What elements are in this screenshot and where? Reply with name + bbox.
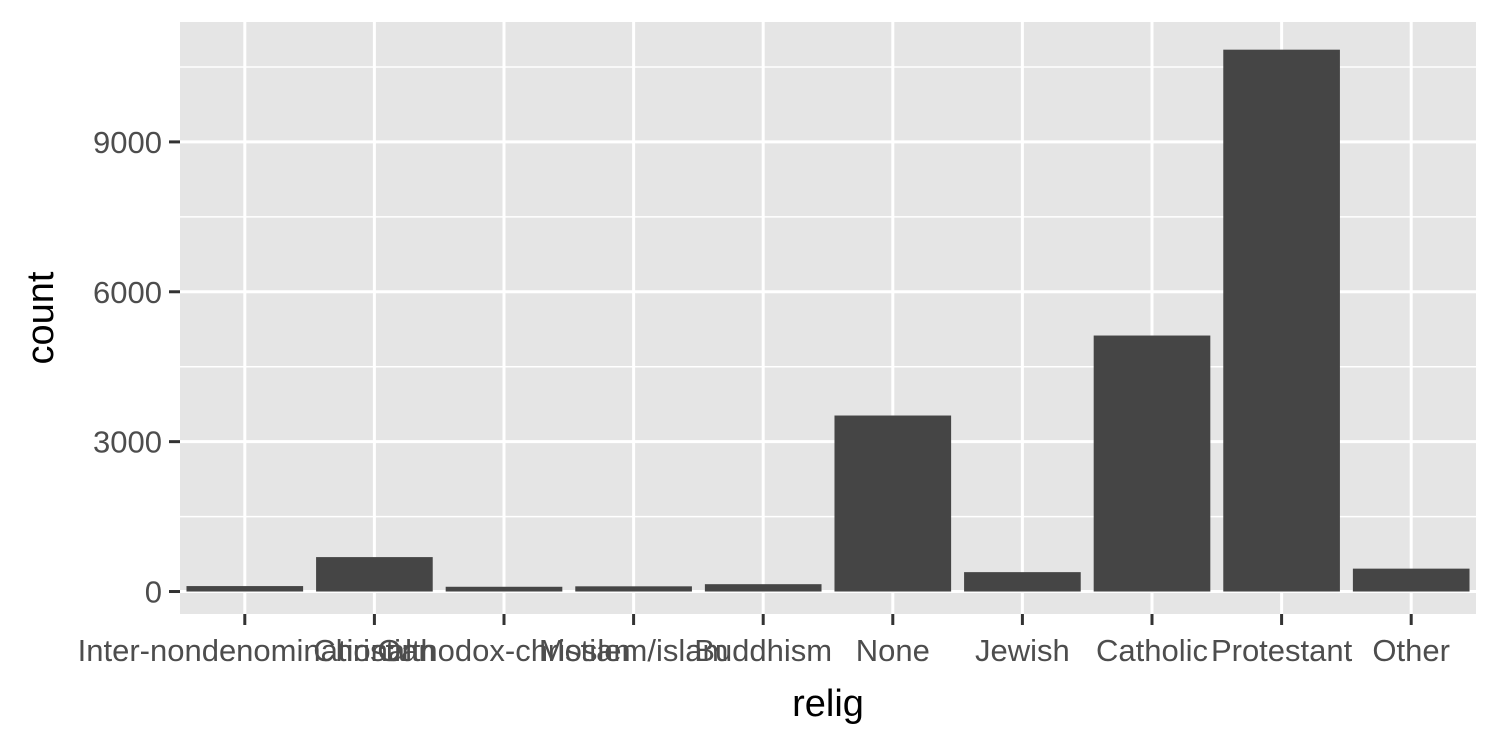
x-axis-title: relig — [792, 683, 864, 725]
y-tick-label: 0 — [145, 575, 162, 610]
bar-buddhism — [704, 584, 822, 592]
y-tick-label: 3000 — [93, 425, 162, 460]
bars — [186, 49, 1470, 592]
y-tick-label: 9000 — [93, 125, 162, 160]
bar-other — [1352, 568, 1470, 592]
x-tick-label: Jewish — [975, 633, 1070, 668]
bar-orthodox-christian — [445, 586, 563, 592]
x-tick-label: None — [856, 633, 930, 668]
bar-christian — [316, 557, 433, 592]
y-axis-title: count — [20, 271, 62, 364]
x-tick-label: Buddhism — [694, 633, 832, 668]
bar-none — [834, 415, 952, 592]
y-axis: 0 3000 6000 9000 — [93, 125, 180, 610]
x-tick-label: Christian — [313, 633, 435, 668]
bar-moslem-islam — [575, 586, 692, 592]
x-tick-label: Inter-nondenominational — [78, 633, 412, 668]
x-axis: Inter-nondenominationalChristianOrthodox… — [78, 614, 1450, 668]
x-tick-label: Moslem/islam — [539, 633, 728, 668]
y-tick-label: 6000 — [93, 275, 162, 310]
x-tick-label: Orthodox-christian — [377, 633, 630, 668]
x-tick-label: Protestant — [1211, 633, 1353, 668]
x-tick-label: Other — [1372, 633, 1450, 668]
bar-protestant — [1223, 49, 1340, 592]
bar-jewish — [964, 572, 1081, 592]
bar-catholic — [1093, 335, 1211, 592]
bar-inter-nondenominational — [186, 586, 304, 592]
x-tick-label: Catholic — [1096, 633, 1208, 668]
